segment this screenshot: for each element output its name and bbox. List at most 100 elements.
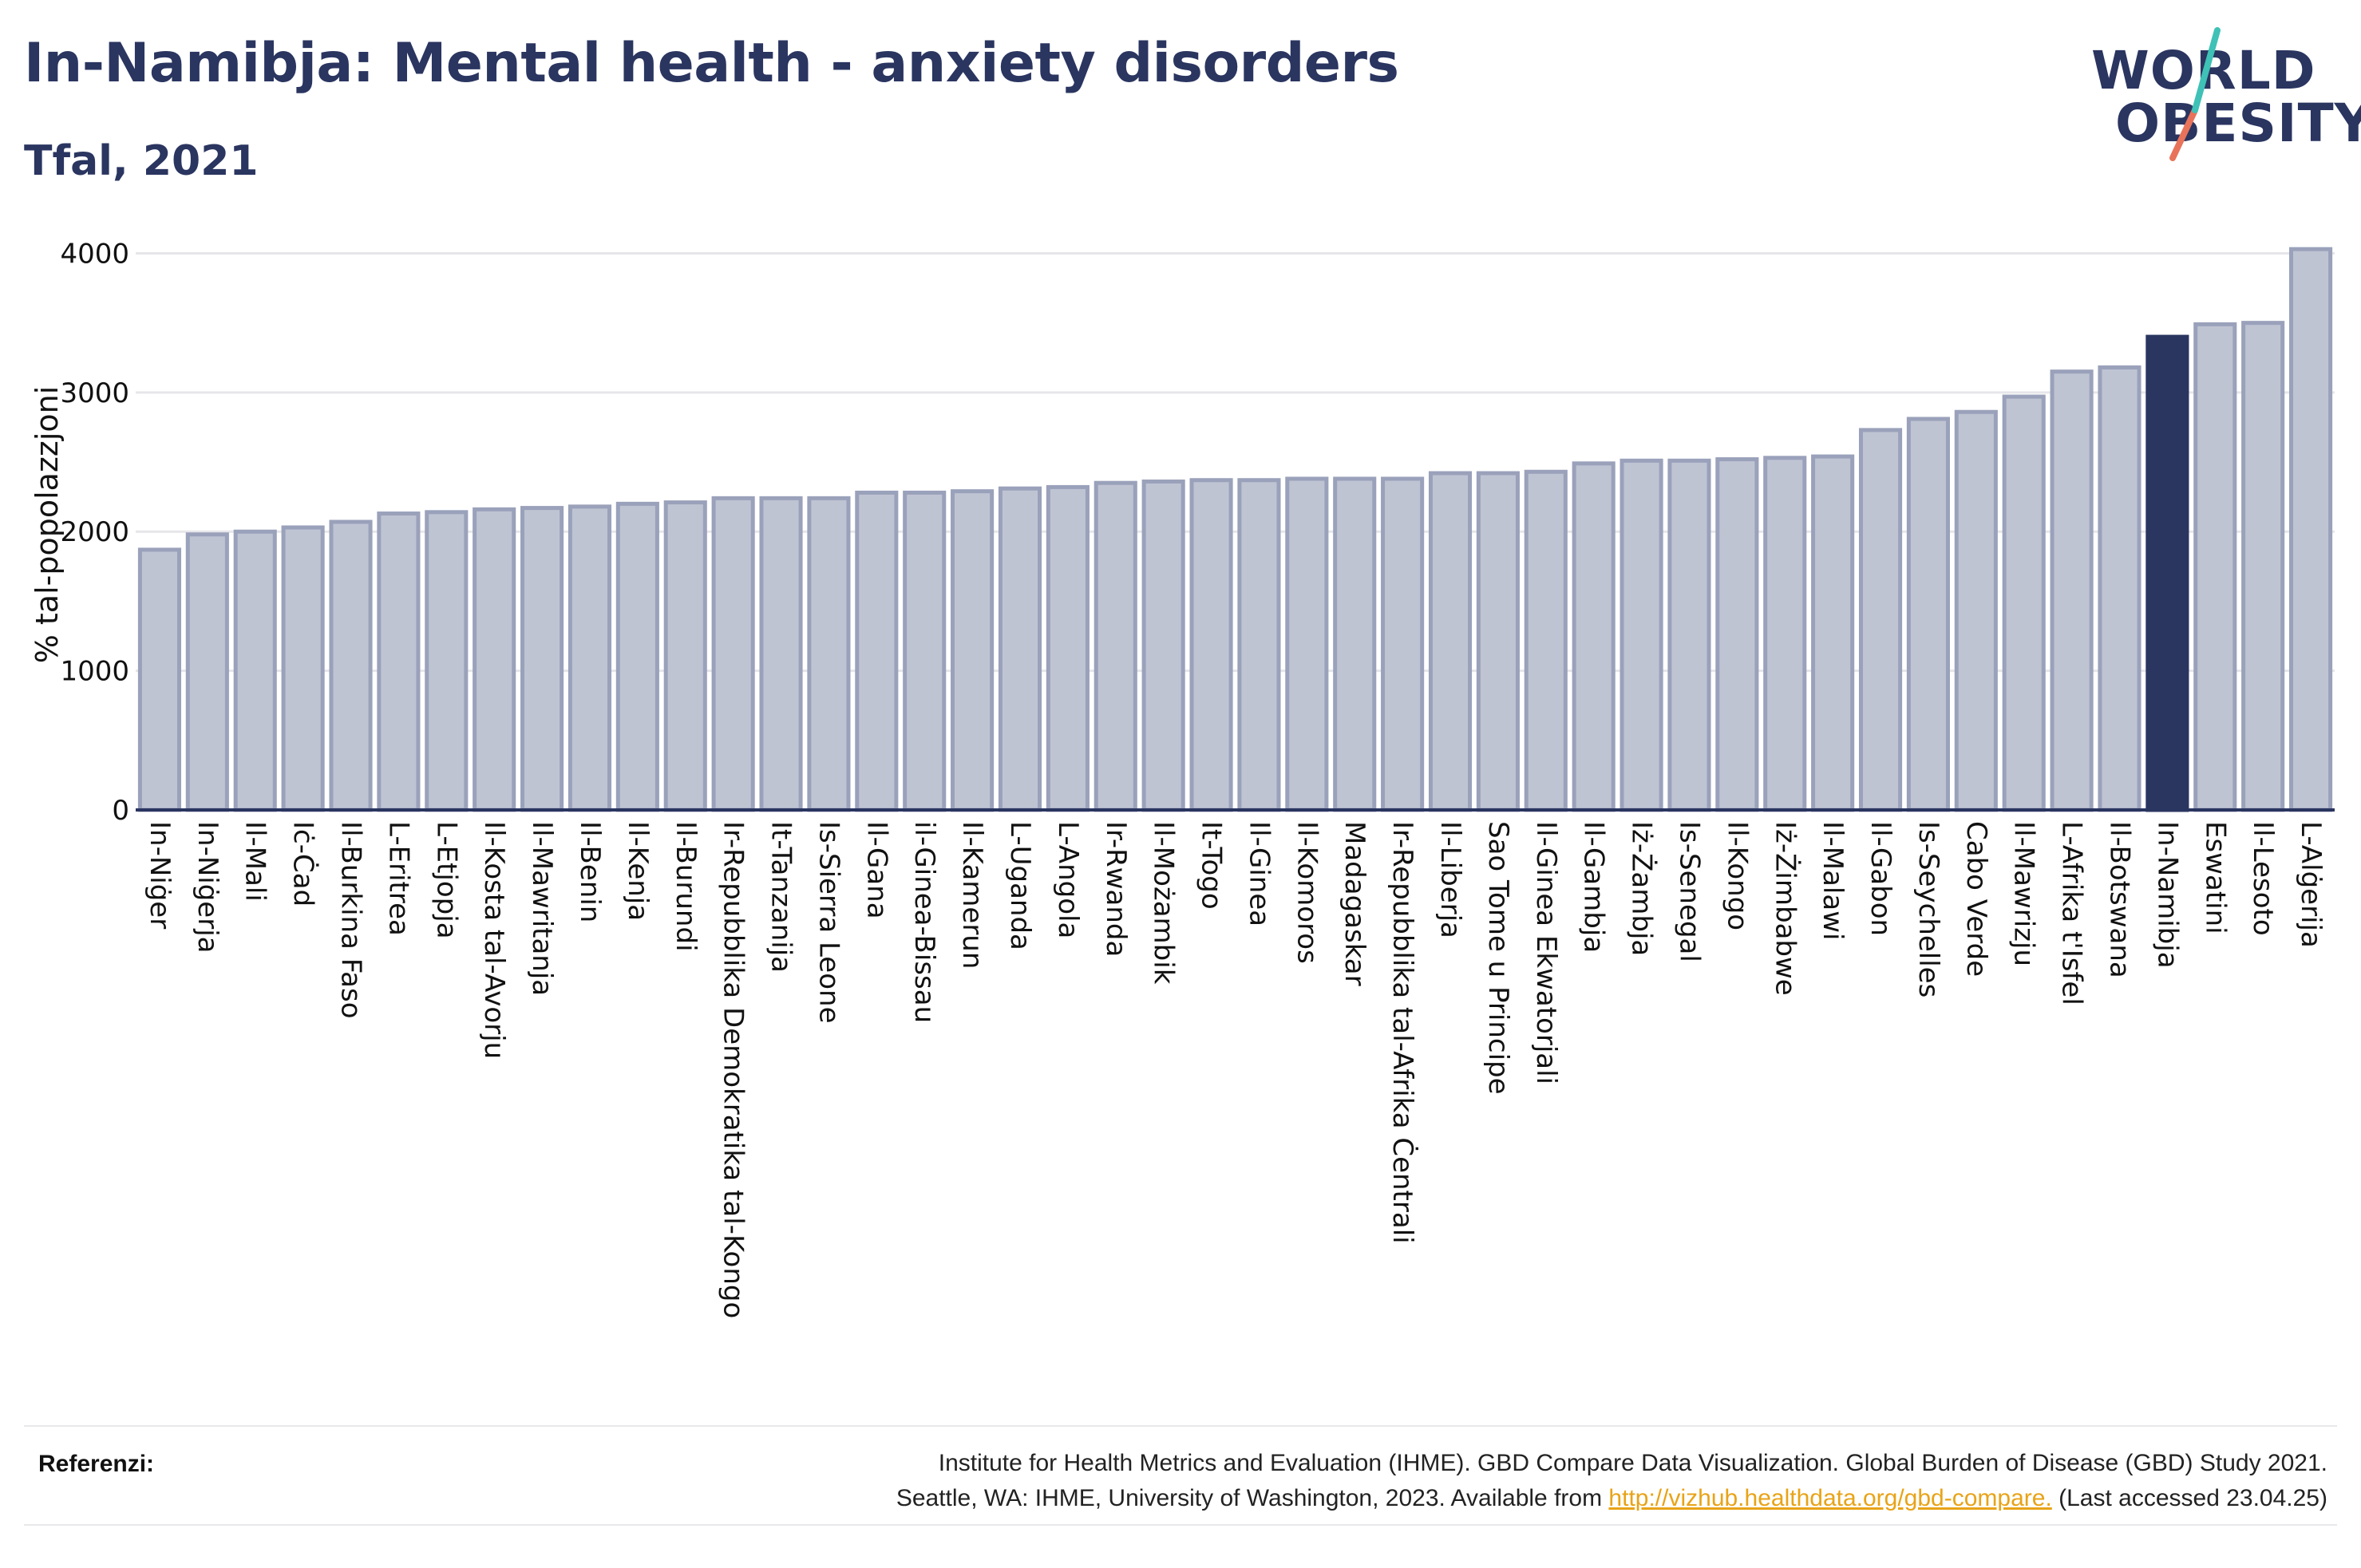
y-axis-label: % tal-popolazzjoni: [30, 386, 65, 664]
x-tick-label: Iż-Żimbabwe: [1769, 821, 1801, 996]
y-tick-label: 1000: [60, 656, 129, 688]
bar: [2098, 365, 2142, 812]
x-tick-label: Il-Komoros: [1291, 821, 1323, 964]
x-tick-label: il-Ginea-Bissau: [908, 821, 940, 1023]
bar: [1141, 479, 1185, 812]
x-tick-label: Iż-Żambja: [1626, 821, 1658, 956]
bar: [2288, 247, 2333, 812]
bar: [903, 490, 947, 812]
references-label: Referenzi:: [38, 1451, 155, 1477]
bar: [711, 496, 755, 812]
bar: [855, 490, 899, 812]
bar: [137, 547, 182, 812]
y-tick-label: 4000: [60, 238, 129, 270]
bar-chart: 0 1000 2000 3000 4000 % tal-popolazzjoni In-Ni…: [30, 238, 2335, 1318]
references-link[interactable]: http://vizhub.healthdata.org/gbd-compare…: [1608, 1485, 2052, 1511]
x-tick-label: Is-Senegal: [1673, 821, 1705, 962]
y-tick-label: 3000: [60, 377, 129, 409]
bar: [1715, 457, 1759, 812]
bar: [568, 504, 612, 812]
bar: [473, 507, 516, 812]
bar: [329, 519, 373, 812]
x-tick-label: Il-Ginea Ekwatorjali: [1530, 821, 1562, 1084]
x-tick-label: Il-Botswana: [2103, 821, 2135, 978]
x-tick-label: L-Afrika t'Isfel: [2056, 821, 2088, 1005]
bar: [2050, 369, 2094, 812]
x-tick-label: Il-Kamerun: [956, 821, 988, 969]
bar: [281, 525, 325, 812]
x-tick-label: Il-Gambja: [1578, 821, 1610, 953]
x-tick-label: Ir-Repubblika tal-Afrika Ċentrali: [1386, 821, 1419, 1244]
x-tick-label: L-Angola: [1052, 821, 1084, 938]
x-tick-label: L-Etjopja: [430, 821, 462, 939]
chart-subtitle: Tfal, 2021: [24, 137, 259, 185]
bar: [1381, 476, 1425, 812]
x-tick-label: L-Alġerija: [2295, 821, 2327, 948]
bar: [807, 496, 851, 812]
x-tick-label: Il-Benin: [574, 821, 606, 922]
x-tick-label: Cabo Verde: [1960, 821, 1992, 977]
x-tick-label: Il-Burkina Faso: [335, 821, 367, 1019]
bar: [1333, 476, 1377, 812]
bar: [1237, 478, 1281, 812]
reference-divider-bottom: [24, 1524, 2337, 1526]
bar: [1428, 471, 1473, 812]
bar: [1858, 428, 1903, 812]
x-tick-label: Ir-Repubblika Demokratika tal-Kongo: [718, 821, 749, 1318]
bar: [1763, 456, 1807, 812]
logo-line-2: OBESITY: [2115, 93, 2361, 154]
x-tick-label: Il-Kosta tal-Avorju: [478, 821, 510, 1059]
bar: [1811, 454, 1855, 812]
y-tick-label: 0: [112, 795, 129, 827]
x-tick-label: Il-Ginea: [1243, 821, 1275, 926]
bar: [2002, 394, 2046, 812]
x-tick-label: Il-Kongo: [1721, 821, 1753, 930]
references-line-2-prefix: Seattle, WA: IHME, University of Washing…: [896, 1485, 1609, 1511]
x-tick-label: Il-Liberja: [1434, 821, 1466, 938]
bar: [1285, 476, 1329, 812]
references-line-1: Institute for Health Metrics and Evaluat…: [938, 1450, 2327, 1476]
x-tick-label: Il-Malawi: [1817, 821, 1849, 940]
bar: [1524, 469, 1568, 812]
bar: [1189, 478, 1233, 812]
bar: [520, 506, 564, 812]
references-line-2-suffix: (Last accessed 23.04.25): [2051, 1485, 2327, 1511]
bar: [1572, 461, 1616, 812]
reference-divider-top: [24, 1425, 2337, 1427]
x-tick-label: L-Uganda: [1004, 821, 1036, 950]
bar: [1954, 409, 1998, 812]
x-tick-label: In-Niġerja: [192, 821, 223, 953]
x-tick-label: L-Eritrea: [382, 821, 414, 936]
logo-slash-icon: [2169, 27, 2221, 161]
bar: [615, 501, 659, 812]
x-tick-label: Sao Tome u Principe: [1482, 821, 1514, 1095]
x-tick-label: In-Niġer: [144, 821, 176, 929]
x-tick-label: Madagaskar: [1339, 821, 1370, 986]
bar: [185, 532, 229, 812]
x-tick-label: Il-Kenja: [622, 821, 654, 921]
bar: [1093, 480, 1137, 812]
x-tick-label: It-Tanzanija: [765, 821, 797, 973]
bar: [2241, 321, 2285, 812]
x-tick-label: Il-Lesoto: [2247, 821, 2279, 936]
x-tick-label: Is-Seychelles: [1912, 821, 1944, 997]
chart-title: In-Namibja: Mental health - anxiety diso…: [24, 32, 1399, 95]
bar: [951, 489, 995, 812]
x-tick-label: Il-Mali: [239, 821, 271, 902]
bar: [998, 486, 1042, 812]
bar: [1046, 484, 1090, 812]
x-tick-label: Il-Gabon: [1865, 821, 1896, 936]
references-text: Institute for Health Metrics and Evaluat…: [492, 1446, 2327, 1516]
world-obesity-logo: WORLD OBESITY: [2083, 24, 2361, 168]
x-tick-label: Il-Gana: [860, 821, 892, 919]
bar: [1906, 417, 1950, 812]
x-tick-label: Il-Możambik: [1148, 821, 1180, 985]
bar: [1667, 458, 1711, 812]
bar: [759, 496, 803, 812]
bar-highlighted: [2145, 334, 2189, 812]
references-line-2: Seattle, WA: IHME, University of Washing…: [492, 1481, 2327, 1516]
x-tick-label: Il-Mawritanja: [526, 821, 558, 996]
y-tick-label: 2000: [60, 516, 129, 548]
bar: [1619, 458, 1663, 812]
x-tick-label: It-Togo: [1196, 821, 1228, 910]
